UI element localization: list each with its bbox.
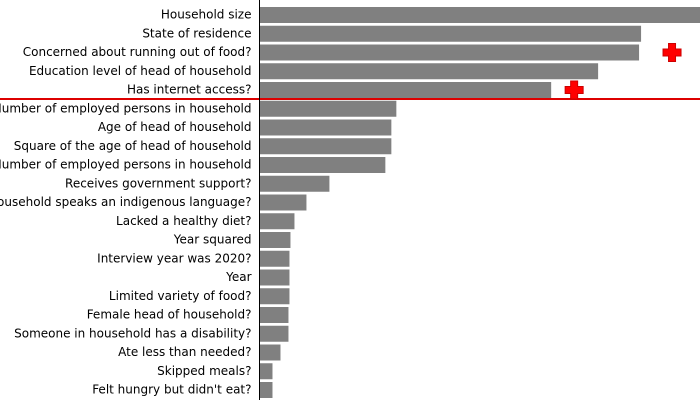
bar — [259, 213, 295, 230]
bar — [259, 44, 640, 61]
bars: Household size State of residence Concerne… — [0, 7, 700, 398]
y-tick-label: Number of employed persons in household — [0, 158, 252, 172]
bar — [259, 363, 273, 380]
bar — [259, 232, 291, 248]
y-tick-label: Year — [225, 270, 251, 284]
y-tick-label: Education level of head of household — [29, 64, 252, 78]
bar — [259, 100, 397, 117]
bar — [259, 382, 273, 398]
bar — [259, 288, 290, 305]
y-tick-label: Felt hungry but didn't eat? — [92, 383, 251, 397]
bar — [259, 63, 599, 80]
bar — [259, 175, 330, 192]
bar — [259, 157, 386, 173]
bar — [259, 194, 307, 211]
bar — [259, 138, 392, 155]
y-tick-label: Year squared — [173, 233, 252, 247]
bar — [259, 269, 290, 286]
y-tick-label: Household size — [161, 8, 252, 22]
bar — [259, 250, 290, 267]
y-tick-label: Ate less than needed? — [118, 345, 251, 359]
y-tick-label: Age of head of household — [98, 120, 252, 134]
y-tick-label: Number of employed persons in household — [0, 101, 252, 115]
bar — [259, 82, 552, 98]
y-tick-label: Has internet access? — [127, 83, 252, 97]
y-tick-label: Interview year was 2020? — [97, 251, 251, 265]
y-tick-label: Skipped meals? — [157, 364, 251, 378]
y-tick-label: State of residence — [142, 26, 251, 40]
y-tick-label: Limited variety of food? — [109, 289, 252, 303]
bar — [259, 344, 281, 361]
marker — [564, 80, 584, 100]
y-tick-label: Concerned about running out of food? — [23, 45, 252, 59]
y-tick-label: Household speaks an indigenous language? — [0, 195, 252, 209]
bar — [259, 307, 289, 323]
bar — [259, 7, 700, 23]
y-tick-label: Someone in household has a disability? — [14, 326, 251, 340]
y-tick-label: Square of the age of head of household — [14, 139, 252, 153]
y-tick-label: Receives government support? — [65, 176, 251, 190]
bar — [259, 119, 392, 136]
bar — [259, 25, 642, 42]
bar — [259, 325, 289, 342]
y-tick-label: Lacked a healthy diet? — [116, 214, 251, 228]
marker — [662, 43, 682, 62]
y-tick-label: Female head of household? — [87, 308, 252, 322]
